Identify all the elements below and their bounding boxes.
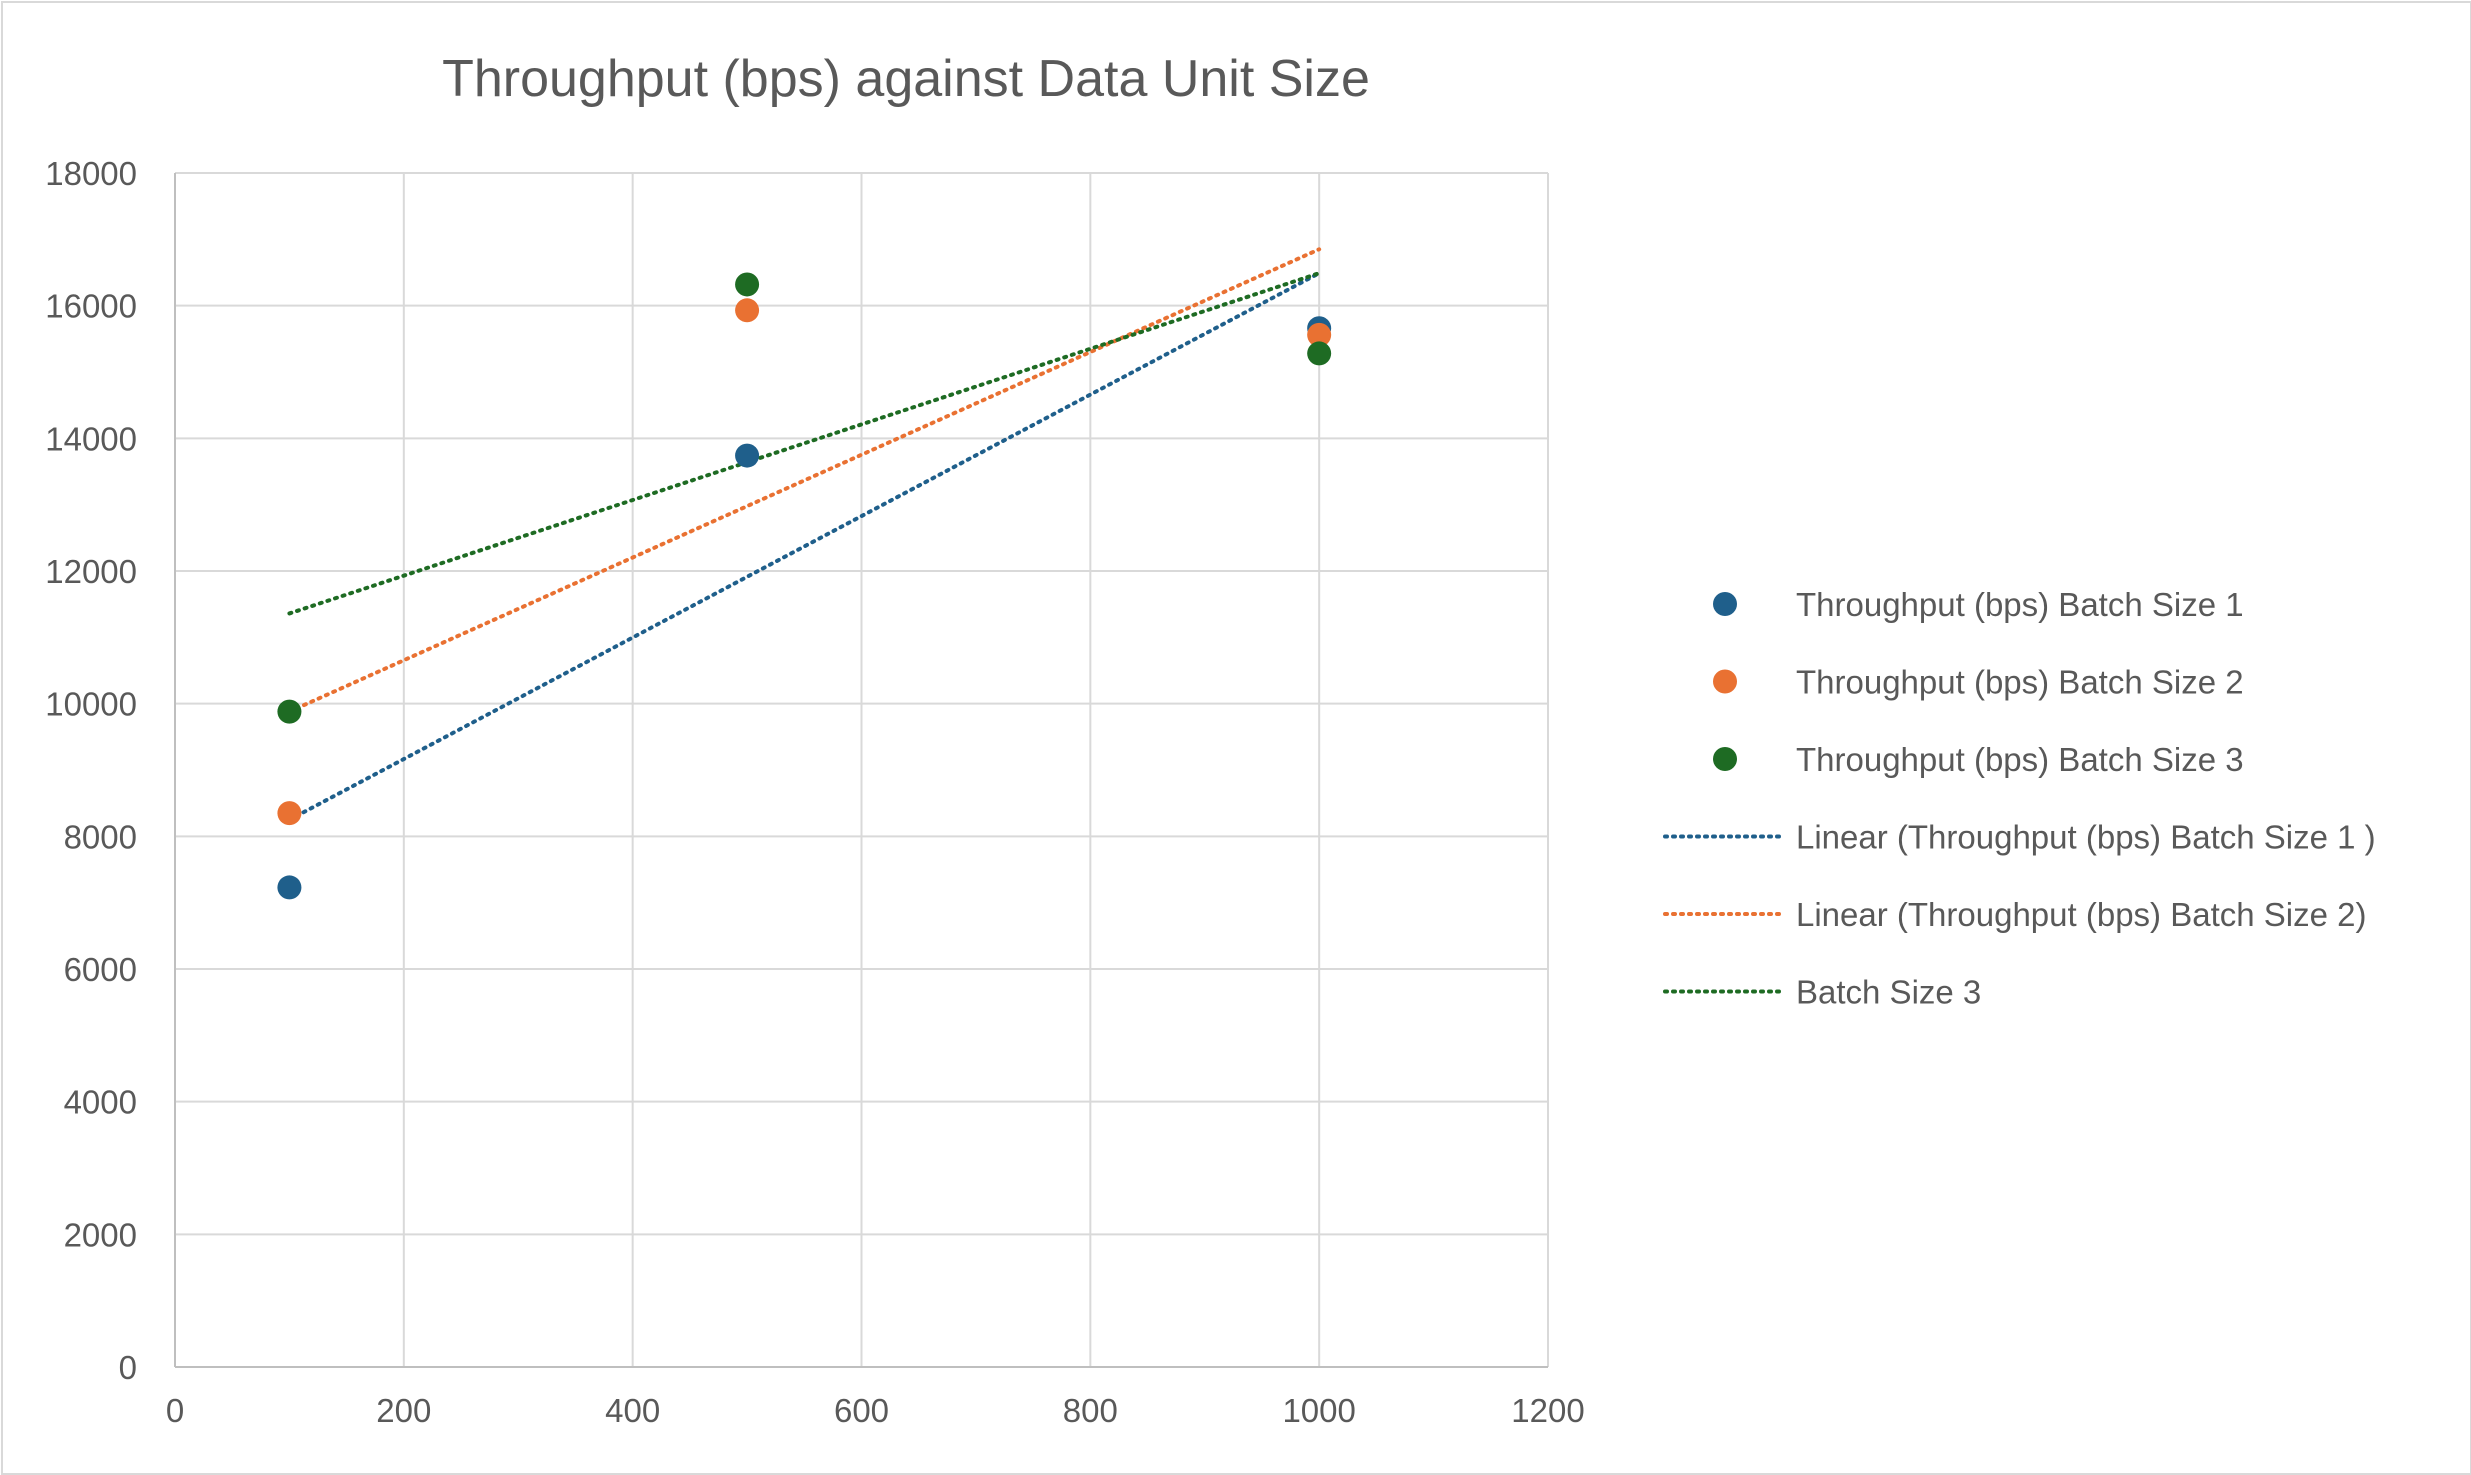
data-points	[277, 272, 1332, 900]
trendline-1	[287, 271, 1322, 822]
grid-lines	[175, 172, 1549, 1367]
legend-marker-series-2	[1713, 669, 1737, 694]
x-tick-label: 1000	[1282, 1392, 1355, 1429]
x-tick-label: 800	[1063, 1392, 1118, 1429]
y-tick-label: 4000	[64, 1084, 137, 1121]
x-tick-label: 1200	[1511, 1392, 1584, 1429]
scatter-chart: Throughput (bps) against Data Unit Size …	[45, 50, 2376, 1429]
legend-label-trend-2: Linear (Throughput (bps) Batch Size 2)	[1796, 896, 2366, 933]
trendline-2	[287, 247, 1322, 714]
x-tick-label: 0	[166, 1392, 184, 1429]
trendlines	[287, 247, 1322, 822]
legend-label-series-1: Throughput (bps) Batch Size 1	[1796, 586, 2244, 623]
tick-labels: 0200040006000800010000120001400016000180…	[45, 155, 1584, 1429]
trendline-3	[287, 271, 1322, 616]
y-tick-label: 8000	[64, 818, 137, 855]
data-point-series-2-3	[1307, 322, 1332, 347]
y-tick-label: 0	[119, 1349, 137, 1386]
legend-label-series-3: Throughput (bps) Batch Size 3	[1796, 741, 2244, 778]
y-tick-label: 18000	[45, 155, 137, 192]
legend: Throughput (bps) Batch Size 1 Throughput …	[1663, 586, 2376, 1011]
legend-marker-series-1	[1713, 592, 1737, 616]
x-tick-label: 200	[376, 1392, 431, 1429]
x-tick-label: 600	[834, 1392, 889, 1429]
legend-marker-series-3	[1713, 747, 1737, 771]
y-tick-label: 16000	[45, 288, 137, 325]
data-point-series-1-1	[277, 875, 302, 900]
y-tick-label: 10000	[45, 686, 137, 723]
chart-title: Throughput (bps) against Data Unit Size	[442, 50, 1370, 108]
y-tick-label: 6000	[64, 951, 137, 988]
y-tick-label: 2000	[64, 1216, 137, 1253]
data-point-series-3-3	[1307, 341, 1332, 366]
axes	[174, 173, 1548, 1368]
y-tick-label: 12000	[45, 553, 137, 590]
x-tick-label: 400	[605, 1392, 660, 1429]
legend-label-trend-1: Linear (Throughput (bps) Batch Size 1 )	[1796, 819, 2376, 856]
data-point-series-2-2	[735, 298, 760, 323]
data-point-series-2-1	[277, 801, 302, 826]
legend-label-series-2: Throughput (bps) Batch Size 2	[1796, 664, 2244, 701]
data-point-series-3-2	[735, 272, 760, 297]
legend-label-trend-3: Batch Size 3	[1796, 974, 1981, 1011]
y-tick-label: 14000	[45, 420, 137, 457]
data-point-series-3-1	[277, 699, 302, 724]
data-point-series-1-2	[735, 443, 760, 468]
